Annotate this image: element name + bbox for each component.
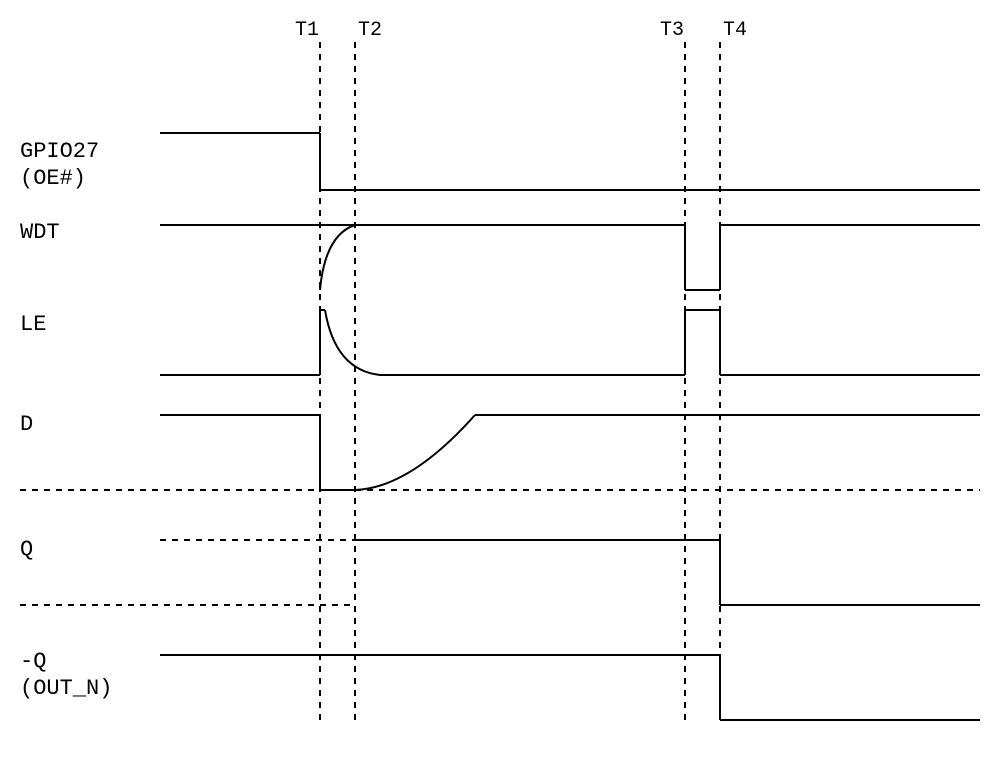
signal-nq: -Q(OUT_N): [20, 649, 980, 720]
signal-label-nq-1: -Q: [20, 649, 46, 674]
waveform-gpio27: [160, 133, 980, 190]
time-label-t1: T1: [295, 19, 319, 42]
signal-le: LE: [20, 310, 980, 375]
time-label-t3: T3: [660, 19, 684, 42]
dashed-guides: [20, 42, 980, 720]
signal-label-nq-2: (OUT_N): [20, 676, 112, 701]
time-label-t4: T4: [723, 19, 747, 42]
waveform-wdt: [160, 225, 980, 290]
signal-label-d: D: [20, 412, 33, 437]
waveform-le: [160, 310, 980, 375]
time-labels: T1 T2 T3 T4: [295, 19, 747, 42]
signal-label-q: Q: [20, 537, 33, 562]
waveform-d: [160, 415, 980, 490]
time-label-t2: T2: [358, 19, 382, 42]
signal-q: Q: [20, 537, 980, 605]
waveform-nq: [160, 655, 980, 720]
signal-label-le: LE: [20, 312, 46, 337]
timing-diagram: T1 T2 T3 T4 GPIO27(OE#) WDT LE D Q -Q(OUT_N): [0, 0, 1000, 778]
waveform-q: [355, 540, 980, 605]
signal-label-gpio27-1: GPIO27: [20, 139, 99, 164]
signal-d: D: [20, 412, 980, 490]
signal-gpio27: GPIO27(OE#): [20, 133, 980, 191]
signal-label-wdt: WDT: [20, 220, 60, 245]
signal-wdt: WDT: [20, 220, 980, 290]
signal-label-gpio27-2: (OE#): [20, 166, 86, 191]
